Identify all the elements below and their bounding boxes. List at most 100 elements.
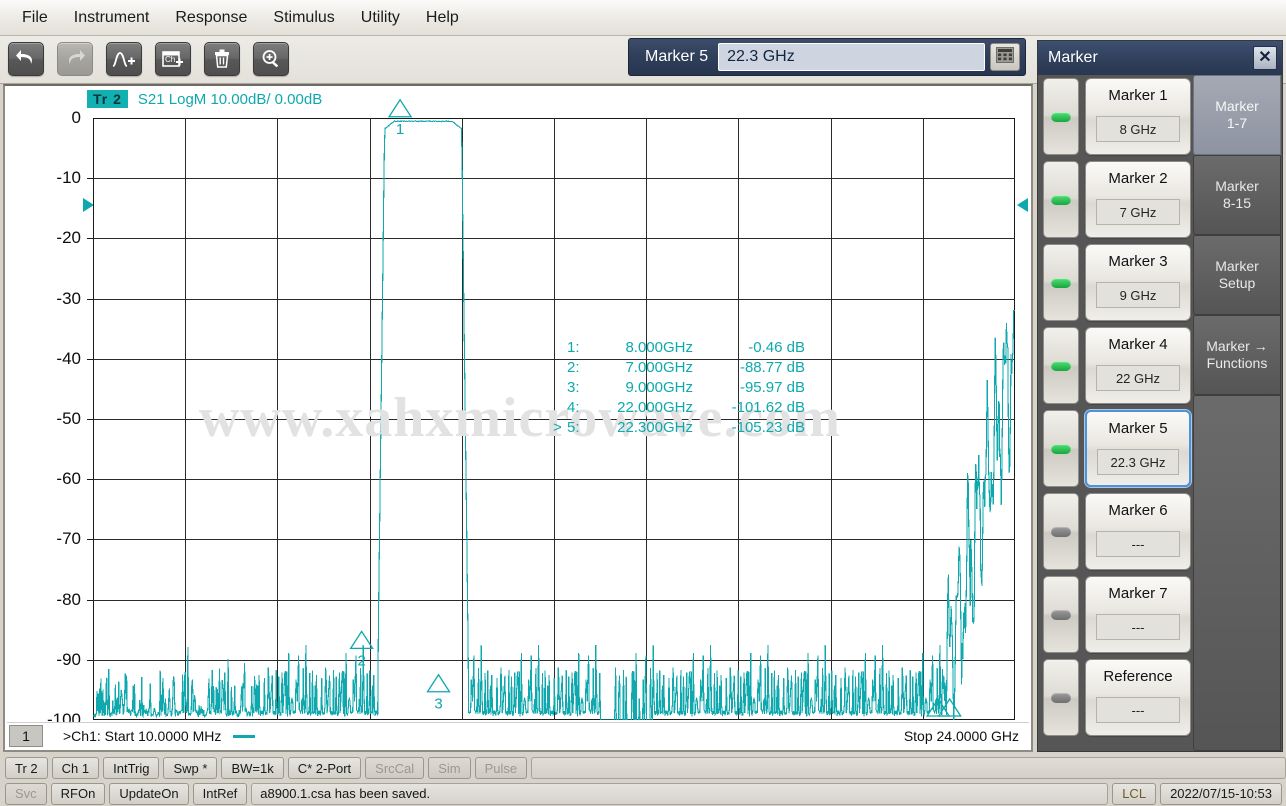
menu-item-instrument[interactable]: Instrument (73, 8, 150, 26)
delete-button[interactable] (204, 42, 240, 76)
marker-readout-selected-indicator (553, 398, 567, 418)
marker-readout-row[interactable]: 2: 7.000 GHz -88.77 dB (553, 358, 805, 378)
status-button[interactable]: UpdateOn (109, 782, 189, 805)
entry-value-input[interactable]: 22.3 GHz (718, 43, 985, 71)
marker-readout-unit: GHz (663, 339, 693, 356)
y-axis-tick (87, 238, 93, 240)
marker-button-value[interactable]: --- (1096, 697, 1180, 723)
status-button[interactable]: Swp * (163, 757, 218, 779)
status-button[interactable]: IntRef (192, 782, 248, 805)
marker-readout-frequency: 22.300 (617, 419, 663, 436)
marker-readout-row[interactable]: 1: 8.000 GHz -0.46 dB (553, 338, 805, 358)
y-axis-tick-label: -30 (56, 288, 81, 308)
marker-button[interactable]: Reference --- (1085, 659, 1191, 736)
y-axis-tick-label: -70 (56, 529, 81, 549)
marker-button-value[interactable]: 22.3 GHz (1097, 449, 1179, 475)
graph-window[interactable]: Tr 2 S21 LogM 10.00dB/ 0.00dB 0 -10 -20 -30… (3, 84, 1033, 752)
svg-text:2: 2 (357, 652, 365, 669)
numeric-keypad-button[interactable] (990, 43, 1020, 71)
marker-on-off-toggle[interactable] (1043, 410, 1079, 487)
redo-button[interactable] (57, 42, 93, 76)
status-button[interactable]: BW=1k (221, 757, 284, 779)
led-on-icon (1051, 360, 1071, 371)
status-bar-secondary: Svc RFOn UpdateOn IntRef a8900.1.csa has bee… (0, 781, 1286, 806)
marker-button-value[interactable]: 9 GHz (1096, 282, 1180, 308)
marker-tab[interactable]: Marker Setup (1193, 235, 1281, 315)
channel-number-badge[interactable]: 1 (9, 724, 43, 747)
y-axis-tick-label: -40 (56, 348, 81, 368)
marker-row: Reference --- (1043, 659, 1191, 736)
menu-item-file[interactable]: File (22, 8, 48, 26)
menu-item-stimulus[interactable]: Stimulus (273, 8, 335, 26)
status-button[interactable]: Tr 2 (5, 757, 48, 779)
add-trace-button[interactable] (106, 42, 142, 76)
marker-button[interactable]: Marker 3 9 GHz (1085, 244, 1191, 321)
marker-on-off-toggle[interactable] (1043, 327, 1079, 404)
entry-label: Marker 5 (645, 48, 709, 65)
marker-tab[interactable]: Marker 1-7 (1193, 75, 1281, 155)
status-button[interactable]: Ch 1 (51, 757, 100, 779)
stop-frequency-label[interactable]: Stop 24.0000 GHz (903, 727, 1019, 744)
add-trace-icon (112, 49, 136, 69)
marker-tab-empty (1193, 395, 1281, 751)
status-button[interactable]: C* 2-Port (287, 757, 362, 779)
add-channel-button[interactable]: Ch (155, 42, 191, 76)
marker-readout-frequency: 9.000 (625, 379, 663, 396)
marker-button-label: Marker 5 (1108, 420, 1168, 437)
y-axis-tick-label: -60 (56, 469, 81, 489)
trace-number-badge[interactable]: Tr 2 (87, 90, 128, 108)
marker-button-value[interactable]: --- (1096, 614, 1180, 640)
menu-item-response[interactable]: Response (175, 8, 248, 26)
local-mode-indicator[interactable]: LCL (1112, 782, 1157, 805)
marker-on-off-toggle[interactable] (1043, 493, 1079, 570)
marker-tab[interactable]: Marker 8-15 (1193, 155, 1281, 235)
led-on-icon (1051, 194, 1071, 205)
marker-button[interactable]: Marker 4 22 GHz (1085, 327, 1191, 404)
start-frequency-text: >Ch1: Start 10.0000 MHz (63, 727, 222, 744)
marker-on-off-toggle[interactable] (1043, 659, 1079, 736)
plot-area[interactable]: 12345 (93, 98, 1015, 737)
marker-button[interactable]: Marker 6 --- (1085, 493, 1191, 570)
marker-tab-label-line1: Marker (1215, 98, 1259, 114)
y-axis-tick-label: -90 (56, 649, 81, 669)
status-button[interactable]: RFOn (50, 782, 106, 805)
marker-button-value[interactable]: --- (1096, 531, 1180, 557)
marker-on-off-toggle[interactable] (1043, 78, 1079, 155)
marker-readout-value: -105.23 dB (731, 419, 805, 436)
undo-button[interactable] (8, 42, 44, 76)
marker-readout-unit: GHz (663, 379, 693, 396)
marker-on-off-toggle[interactable] (1043, 161, 1079, 238)
reference-marker-left-icon (83, 198, 94, 212)
marker-tab[interactable]: Marker → Functions (1193, 315, 1281, 395)
marker-on-off-toggle[interactable] (1043, 576, 1079, 653)
marker-button[interactable]: Marker 2 7 GHz (1085, 161, 1191, 238)
zoom-in-icon (261, 49, 281, 69)
marker-readout-selected-indicator (553, 338, 567, 358)
start-frequency-label[interactable]: >Ch1: Start 10.0000 MHz (63, 727, 256, 744)
close-icon[interactable]: ✕ (1253, 46, 1277, 70)
marker-button-value[interactable]: 22 GHz (1096, 365, 1180, 391)
menu-item-utility[interactable]: Utility (360, 8, 400, 26)
marker-readout-frequency: 8.000 (625, 339, 663, 356)
zoom-in-button[interactable] (253, 42, 289, 76)
y-axis-tick-label: -10 (56, 168, 81, 188)
marker-readout-frequency: 7.000 (625, 359, 663, 376)
menu-item-help[interactable]: Help (425, 8, 459, 26)
marker-readout-row[interactable]: >5: 22.300 GHz -105.23 dB (553, 418, 805, 438)
status-button[interactable]: IntTrig (103, 757, 160, 779)
y-axis-tick-label: -50 (56, 409, 81, 428)
marker-button[interactable]: Marker 5 22.3 GHz (1085, 410, 1191, 487)
marker-readout-row[interactable]: 3: 9.000 GHz -95.97 dB (553, 378, 805, 398)
marker-button-value[interactable]: 8 GHz (1096, 116, 1180, 142)
marker-button[interactable]: Marker 7 --- (1085, 576, 1191, 653)
marker-row: Marker 3 9 GHz (1043, 244, 1191, 321)
marker-on-off-toggle[interactable] (1043, 244, 1079, 321)
marker-button-value[interactable]: 7 GHz (1096, 199, 1180, 225)
marker-row: Marker 1 8 GHz (1043, 78, 1191, 155)
y-axis-labels: 0 -10 -20 -30 -40 -50 -60 -70 -80 -90 -100 (5, 86, 93, 754)
led-on-icon (1051, 277, 1071, 288)
marker-button[interactable]: Marker 1 8 GHz (1085, 78, 1191, 155)
marker-readout-row[interactable]: 4: 22.000 GHz -101.62 dB (553, 398, 805, 418)
stimulus-bar: 1 >Ch1: Start 10.0000 MHz Stop 24.0000 G… (7, 722, 1029, 748)
